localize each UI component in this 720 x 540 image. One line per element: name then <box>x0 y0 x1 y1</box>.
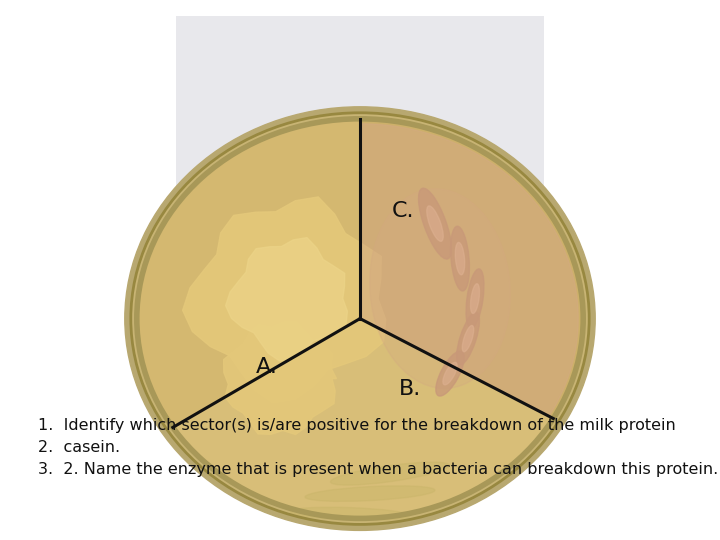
Polygon shape <box>360 124 578 416</box>
Ellipse shape <box>305 486 435 501</box>
Ellipse shape <box>290 507 410 520</box>
Ellipse shape <box>131 113 589 524</box>
Ellipse shape <box>466 269 484 328</box>
Ellipse shape <box>471 284 480 313</box>
Ellipse shape <box>462 326 474 352</box>
Ellipse shape <box>418 188 451 259</box>
Ellipse shape <box>443 362 457 385</box>
Text: 1.  Identify which sector(s) is/are positive for the breakdown of the milk prote: 1. Identify which sector(s) is/are posit… <box>38 418 676 433</box>
Polygon shape <box>173 319 553 518</box>
Text: B.: B. <box>400 379 421 399</box>
Text: 3.  2. Name the enzyme that is present when a bacteria can breakdown this protei: 3. 2. Name the enzyme that is present wh… <box>38 462 719 477</box>
Polygon shape <box>183 197 386 403</box>
Bar <box>176 16 544 410</box>
Ellipse shape <box>137 119 583 518</box>
Ellipse shape <box>427 206 444 241</box>
Polygon shape <box>137 119 360 428</box>
Ellipse shape <box>330 462 449 485</box>
Ellipse shape <box>456 312 480 365</box>
Ellipse shape <box>436 351 464 396</box>
Text: 2.  casein.: 2. casein. <box>38 440 120 455</box>
Ellipse shape <box>125 107 595 530</box>
Ellipse shape <box>455 242 464 275</box>
Polygon shape <box>224 321 336 435</box>
Ellipse shape <box>370 189 510 388</box>
Polygon shape <box>225 238 348 361</box>
Text: C.: C. <box>392 200 415 221</box>
Text: A.: A. <box>256 357 277 377</box>
Ellipse shape <box>451 226 469 291</box>
Polygon shape <box>360 119 583 419</box>
